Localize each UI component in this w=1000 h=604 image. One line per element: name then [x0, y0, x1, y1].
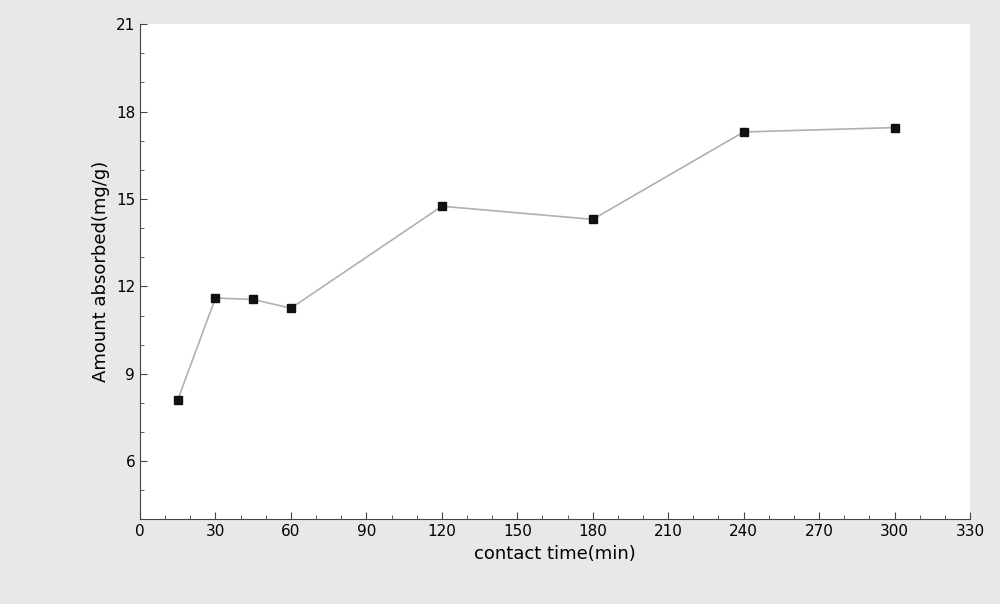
X-axis label: contact time(min): contact time(min) [474, 545, 636, 563]
Y-axis label: Amount absorbed(mg/g): Amount absorbed(mg/g) [92, 161, 110, 382]
